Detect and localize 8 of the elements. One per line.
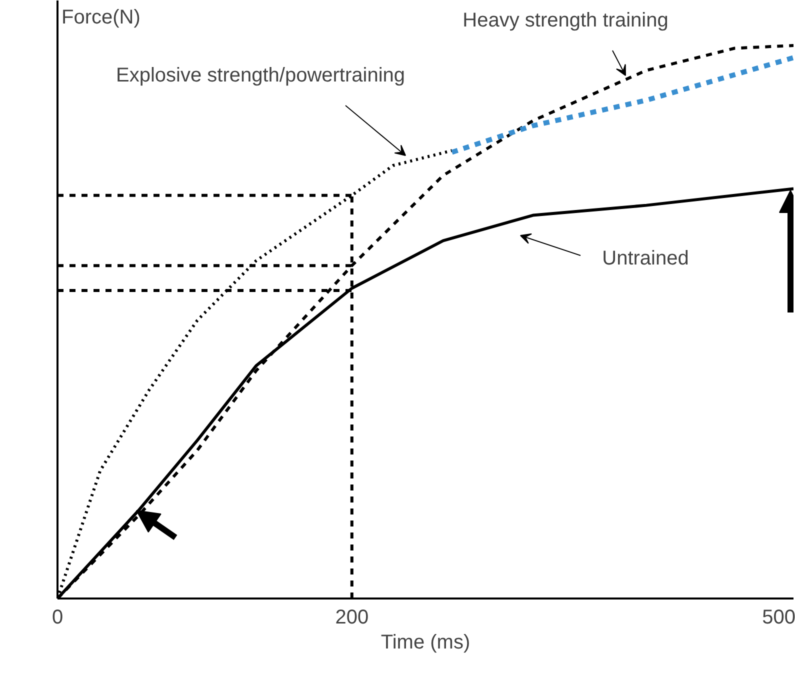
x-tick-label: 0 xyxy=(52,606,64,628)
x-tick-label: 500 xyxy=(762,606,795,628)
annotation: Explosive strength/powertraining xyxy=(116,64,406,86)
annotation: Untrained xyxy=(602,248,689,270)
y-axis-title: Force(N) xyxy=(62,6,140,28)
x-tick-label: 200 xyxy=(335,606,369,628)
x-axis-title: Time (ms) xyxy=(380,632,470,654)
text: Heavy strength training xyxy=(462,10,668,32)
